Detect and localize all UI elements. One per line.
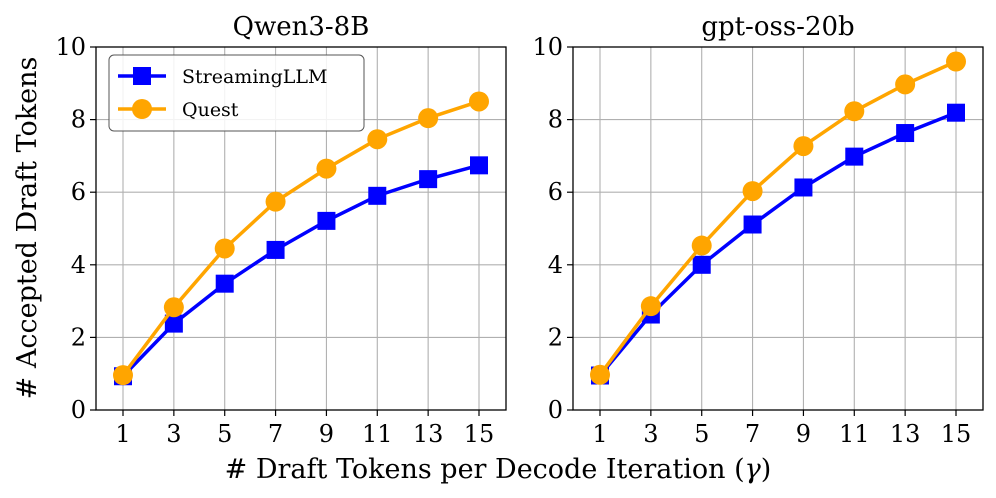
x-axis-label-suffix: ) xyxy=(761,454,772,485)
point-quest xyxy=(418,108,439,129)
point-streamingllm xyxy=(368,186,387,205)
legend-entry-quest: Quest xyxy=(118,99,239,121)
x-tick-label: 13 xyxy=(890,420,921,448)
y-tick-label: 2 xyxy=(548,323,563,351)
point-streamingllm xyxy=(164,314,183,333)
point-streamingllm xyxy=(947,103,965,122)
series xyxy=(590,51,966,385)
x-tick-label: 1 xyxy=(592,420,607,448)
x-tick-label: 1 xyxy=(115,420,130,448)
point-quest xyxy=(742,181,763,202)
plot-frame xyxy=(95,46,507,411)
legend-marker-square xyxy=(133,67,151,85)
legend-entry-streamingllm: StreamingLLM xyxy=(118,66,328,88)
point-quest xyxy=(946,51,966,72)
grid xyxy=(573,46,983,411)
legend-label: StreamingLLM xyxy=(182,66,328,88)
point-streamingllm xyxy=(896,124,915,143)
point-streamingllm xyxy=(266,240,285,259)
legend-marker-circle xyxy=(132,99,152,119)
series xyxy=(113,91,489,386)
x-tick-label: 15 xyxy=(941,420,972,448)
point-quest xyxy=(793,136,814,157)
point-quest xyxy=(367,129,388,150)
point-quest xyxy=(590,364,610,385)
x-tick-label: 7 xyxy=(745,420,760,448)
series-line-streamingllm xyxy=(121,163,480,378)
x-tick-label: 3 xyxy=(643,420,658,448)
point-streamingllm xyxy=(692,255,711,274)
x-tick-label: 9 xyxy=(319,420,334,448)
y-tick-label: 8 xyxy=(548,106,563,134)
legend-label: Quest xyxy=(182,99,239,121)
y-tick-label: 8 xyxy=(71,106,86,134)
point-quest xyxy=(265,191,286,212)
plot-frame xyxy=(572,46,984,411)
point-streamingllm xyxy=(845,147,864,166)
x-tick-label: 5 xyxy=(694,420,709,448)
chart-title: gpt-oss-20b xyxy=(701,12,854,42)
point-quest xyxy=(469,91,489,112)
point-quest xyxy=(895,74,916,95)
x-tick-label: 11 xyxy=(362,420,393,448)
legend: StreamingLLM Quest xyxy=(108,54,365,132)
chart-title: Qwen3-8B xyxy=(233,12,370,42)
point-streamingllm xyxy=(743,215,762,234)
legend-box xyxy=(108,54,365,132)
point-streamingllm xyxy=(794,178,813,197)
x-axis-label: # Draft Tokens per Decode Iteration (γ) xyxy=(225,454,772,485)
point-quest xyxy=(316,158,337,179)
x-tick-label: 3 xyxy=(166,420,181,448)
point-quest xyxy=(844,101,865,122)
y-tick-label: 6 xyxy=(548,178,563,206)
x-axis-label-prefix: # Draft Tokens per Decode Iteration ( xyxy=(225,454,745,485)
y-tick-label: 2 xyxy=(71,323,86,351)
series-line-quest xyxy=(598,59,957,376)
x-tick-label: 7 xyxy=(268,420,283,448)
point-quest xyxy=(163,297,184,318)
y-tick-label: 4 xyxy=(71,251,86,279)
y-tick-label: 10 xyxy=(532,33,563,61)
series-line-streamingllm xyxy=(598,111,957,377)
x-tick-label: 5 xyxy=(217,420,232,448)
x-tick-label: 15 xyxy=(464,420,495,448)
point-streamingllm xyxy=(470,156,488,175)
x-tick-label: 9 xyxy=(796,420,811,448)
point-quest xyxy=(640,296,661,317)
point-quest xyxy=(691,235,712,256)
y-tick-label: 6 xyxy=(71,178,86,206)
x-tick-label: 13 xyxy=(413,420,444,448)
y-tick-label: 0 xyxy=(548,396,563,424)
y-tick-label: 4 xyxy=(548,251,563,279)
point-streamingllm xyxy=(419,170,438,189)
point-streamingllm xyxy=(215,274,234,293)
point-quest xyxy=(214,238,235,259)
x-axis-label-symbol: γ xyxy=(745,454,762,485)
series-line-quest xyxy=(121,99,480,377)
y-tick-label: 0 xyxy=(71,396,86,424)
y-tick-label: 10 xyxy=(55,33,86,61)
point-streamingllm xyxy=(317,211,336,230)
y-axis-label: # Accepted Draft Tokens xyxy=(12,57,43,400)
point-quest xyxy=(113,365,133,386)
x-tick-label: 11 xyxy=(839,420,870,448)
